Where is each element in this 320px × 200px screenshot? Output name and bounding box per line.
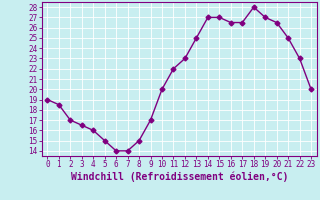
X-axis label: Windchill (Refroidissement éolien,°C): Windchill (Refroidissement éolien,°C) — [70, 172, 288, 182]
